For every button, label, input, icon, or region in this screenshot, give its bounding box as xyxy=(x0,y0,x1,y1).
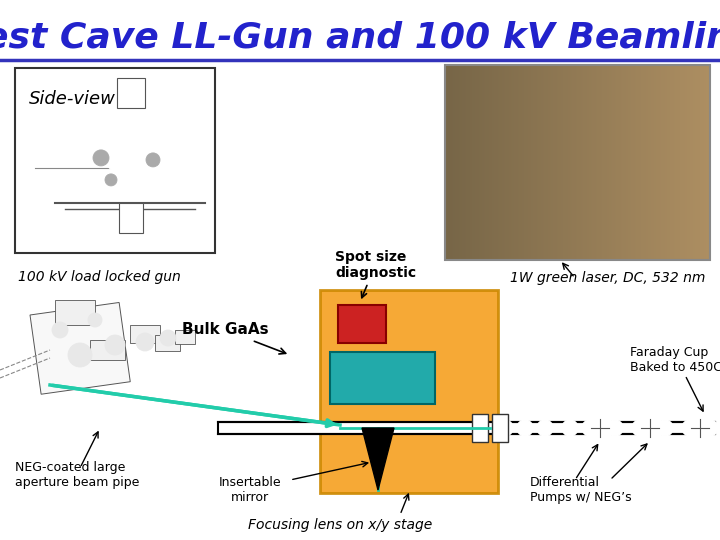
Circle shape xyxy=(105,335,125,355)
Circle shape xyxy=(93,150,109,166)
Circle shape xyxy=(582,420,598,436)
Bar xyxy=(117,78,145,108)
Circle shape xyxy=(607,420,623,436)
Bar xyxy=(320,290,498,425)
Text: Spot size
diagnostic: Spot size diagnostic xyxy=(335,250,416,298)
Circle shape xyxy=(52,322,68,338)
Circle shape xyxy=(562,420,578,436)
Polygon shape xyxy=(362,428,394,490)
Text: Faraday Cup
Baked to 450C: Faraday Cup Baked to 450C xyxy=(630,346,720,374)
Circle shape xyxy=(497,420,513,436)
Text: Focusing lens on x/y stage: Focusing lens on x/y stage xyxy=(248,518,432,532)
Bar xyxy=(155,335,180,351)
Circle shape xyxy=(702,420,718,436)
Text: 1W green laser, DC, 532 nm: 1W green laser, DC, 532 nm xyxy=(510,271,706,285)
Bar xyxy=(90,340,125,360)
Bar xyxy=(330,352,435,404)
Bar xyxy=(320,425,498,493)
Circle shape xyxy=(146,153,160,167)
Circle shape xyxy=(136,333,154,351)
Circle shape xyxy=(587,415,613,441)
Text: Side-view: Side-view xyxy=(29,90,116,108)
Circle shape xyxy=(68,343,92,367)
Circle shape xyxy=(160,330,176,346)
Text: Bulk GaAs: Bulk GaAs xyxy=(181,322,286,354)
Bar xyxy=(30,302,130,394)
Bar xyxy=(55,300,95,325)
Bar xyxy=(492,414,508,442)
Circle shape xyxy=(682,420,698,436)
Circle shape xyxy=(637,415,663,441)
Circle shape xyxy=(103,122,159,178)
Bar xyxy=(175,330,195,344)
Bar xyxy=(472,414,488,442)
Circle shape xyxy=(657,420,673,436)
Circle shape xyxy=(687,415,713,441)
Circle shape xyxy=(537,420,553,436)
Text: Insertable
mirror: Insertable mirror xyxy=(219,476,282,504)
Text: Test Cave LL-Gun and 100 kV Beamline: Test Cave LL-Gun and 100 kV Beamline xyxy=(0,21,720,55)
Text: 100 kV load locked gun: 100 kV load locked gun xyxy=(18,270,181,284)
Text: NEG-coated large
aperture beam pipe: NEG-coated large aperture beam pipe xyxy=(15,461,140,489)
Bar xyxy=(218,422,715,434)
Bar xyxy=(15,68,215,253)
Text: Differential
Pumps w/ NEG’s: Differential Pumps w/ NEG’s xyxy=(530,476,631,504)
Bar xyxy=(445,65,710,260)
Bar xyxy=(130,325,160,343)
Circle shape xyxy=(88,313,102,327)
Circle shape xyxy=(517,420,533,436)
Bar xyxy=(119,203,143,233)
Bar xyxy=(338,305,386,343)
Circle shape xyxy=(105,174,117,186)
Circle shape xyxy=(632,420,648,436)
